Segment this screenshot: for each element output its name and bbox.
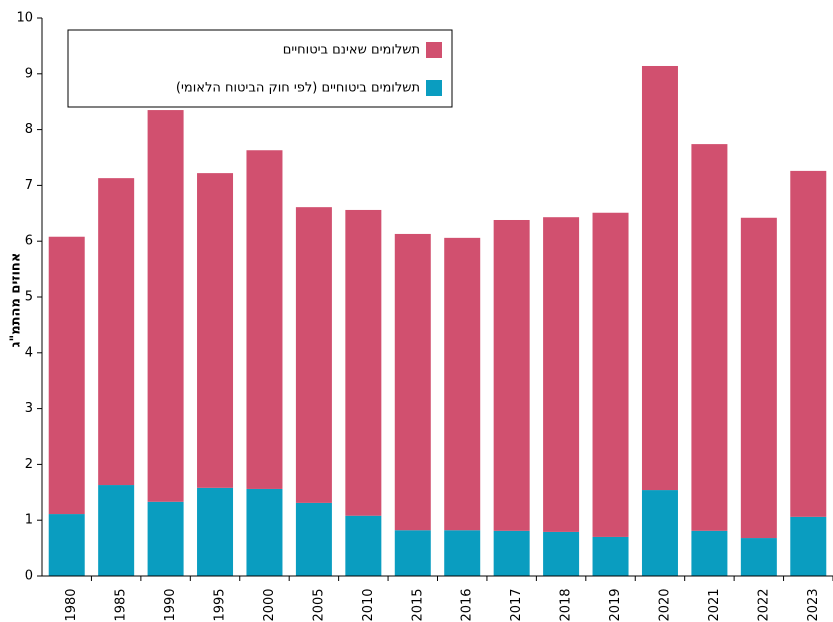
x-tick-label: 2015 bbox=[410, 588, 425, 621]
legend-label: תשלומים שאינם ביטוחיים bbox=[283, 43, 420, 58]
legend-swatch bbox=[426, 42, 442, 58]
bar-segment bbox=[493, 219, 530, 531]
bar-segment bbox=[740, 217, 777, 539]
bar-segment bbox=[691, 144, 728, 531]
bar-segment bbox=[592, 212, 629, 537]
y-tick-label: 7 bbox=[25, 178, 33, 193]
x-tick-label: 2005 bbox=[311, 588, 326, 621]
bar-segment bbox=[246, 150, 283, 489]
y-tick-label: 5 bbox=[25, 290, 33, 305]
x-tick-label: 2021 bbox=[707, 588, 722, 621]
y-tick-label: 9 bbox=[25, 66, 33, 81]
bar-segment bbox=[444, 530, 481, 576]
bar-segment bbox=[147, 501, 184, 576]
legend-swatch bbox=[426, 80, 442, 96]
bar-segment bbox=[345, 515, 382, 576]
x-tick-label: 2018 bbox=[559, 588, 574, 621]
bar-segment bbox=[98, 178, 135, 486]
bar-segment bbox=[740, 538, 777, 576]
bar-segment bbox=[691, 530, 728, 576]
bar-segment bbox=[543, 217, 580, 532]
y-axis-label: אחוזים מהתמ"ג bbox=[9, 253, 24, 348]
bar-segment bbox=[295, 502, 332, 576]
bar-segment bbox=[592, 536, 629, 576]
bar-segment bbox=[246, 488, 283, 576]
bar-segment bbox=[641, 490, 678, 576]
bar-segment bbox=[394, 530, 431, 576]
x-tick-label: 2017 bbox=[509, 588, 524, 621]
bar-segment bbox=[790, 170, 827, 517]
bar-segment bbox=[48, 514, 85, 576]
x-tick-label: 2020 bbox=[657, 588, 672, 621]
x-tick-label: 2016 bbox=[460, 588, 475, 621]
y-tick-label: 0 bbox=[25, 569, 33, 584]
y-tick-label: 3 bbox=[25, 401, 33, 416]
bar-segment bbox=[147, 110, 184, 502]
x-tick-label: 1995 bbox=[213, 588, 228, 621]
x-tick-label: 1980 bbox=[64, 588, 79, 621]
y-tick-label: 2 bbox=[25, 457, 33, 472]
bar-segment bbox=[444, 237, 481, 531]
y-tick-label: 4 bbox=[25, 345, 33, 360]
x-tick-label: 2010 bbox=[361, 588, 376, 621]
x-tick-label: 2019 bbox=[608, 588, 623, 621]
x-tick-label: 2000 bbox=[262, 588, 277, 621]
y-tick-label: 1 bbox=[25, 513, 33, 528]
bar-segment bbox=[197, 173, 234, 488]
bar-segment bbox=[493, 530, 530, 576]
legend-label: תשלומים ביטוחיים (לפי חוק הביטוח הלאומי) bbox=[176, 81, 420, 96]
y-tick-label: 6 bbox=[25, 234, 33, 249]
x-tick-label: 1990 bbox=[163, 588, 178, 621]
y-tick-label: 10 bbox=[16, 11, 33, 26]
legend-box bbox=[67, 29, 453, 108]
bar-segment bbox=[345, 209, 382, 516]
bar-segment bbox=[295, 207, 332, 503]
y-tick-label: 8 bbox=[25, 122, 33, 137]
x-tick-label: 2022 bbox=[756, 588, 771, 621]
bar-segment bbox=[641, 65, 678, 491]
bar-segment bbox=[790, 516, 827, 576]
bar-segment bbox=[98, 485, 135, 576]
bar-segment bbox=[394, 233, 431, 531]
x-tick-label: 1985 bbox=[114, 588, 129, 621]
x-tick-label: 2023 bbox=[806, 588, 821, 621]
bar-segment bbox=[543, 531, 580, 576]
bar-segment bbox=[197, 487, 234, 576]
bar-segment bbox=[48, 236, 85, 515]
